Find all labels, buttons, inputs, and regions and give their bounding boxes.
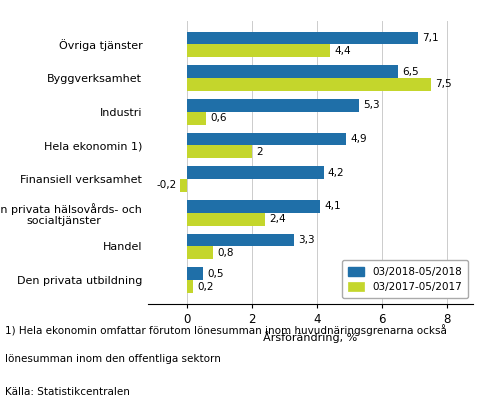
- Bar: [187, 146, 252, 158]
- Bar: [187, 133, 347, 146]
- Text: 7,5: 7,5: [435, 79, 452, 89]
- Bar: [187, 246, 213, 259]
- Bar: [187, 213, 265, 225]
- Text: 5,3: 5,3: [363, 100, 380, 110]
- Bar: [187, 45, 330, 57]
- Text: 6,5: 6,5: [402, 67, 419, 77]
- Bar: [187, 267, 203, 280]
- Bar: [187, 166, 323, 179]
- Bar: [187, 65, 398, 78]
- Bar: [187, 280, 193, 293]
- Text: 1) Hela ekonomin omfattar förutom lönesumman inom huvudnäringsgrenarna också: 1) Hela ekonomin omfattar förutom lönesu…: [5, 324, 447, 337]
- Text: -0,2: -0,2: [156, 181, 176, 191]
- Text: 7,1: 7,1: [422, 33, 438, 43]
- Legend: 03/2018-05/2018, 03/2017-05/2017: 03/2018-05/2018, 03/2017-05/2017: [342, 260, 468, 298]
- Text: 2,4: 2,4: [269, 214, 285, 224]
- Text: 4,2: 4,2: [327, 168, 344, 178]
- Bar: [187, 32, 418, 45]
- X-axis label: Årsförändring, %: Årsförändring, %: [263, 331, 358, 343]
- Bar: [180, 179, 187, 192]
- Text: lönesumman inom den offentliga sektorn: lönesumman inom den offentliga sektorn: [5, 354, 221, 364]
- Bar: [187, 112, 207, 124]
- Text: 0,2: 0,2: [197, 282, 214, 292]
- Bar: [187, 78, 431, 91]
- Text: 4,4: 4,4: [334, 46, 351, 56]
- Bar: [187, 200, 320, 213]
- Text: 3,3: 3,3: [298, 235, 315, 245]
- Bar: [187, 234, 294, 246]
- Text: 4,1: 4,1: [324, 201, 341, 211]
- Text: 2: 2: [256, 147, 263, 157]
- Text: 0,6: 0,6: [211, 113, 227, 123]
- Text: Källa: Statistikcentralen: Källa: Statistikcentralen: [5, 387, 130, 397]
- Text: 4,9: 4,9: [351, 134, 367, 144]
- Text: 0,5: 0,5: [207, 269, 224, 279]
- Text: 0,8: 0,8: [217, 248, 233, 258]
- Bar: [187, 99, 359, 112]
